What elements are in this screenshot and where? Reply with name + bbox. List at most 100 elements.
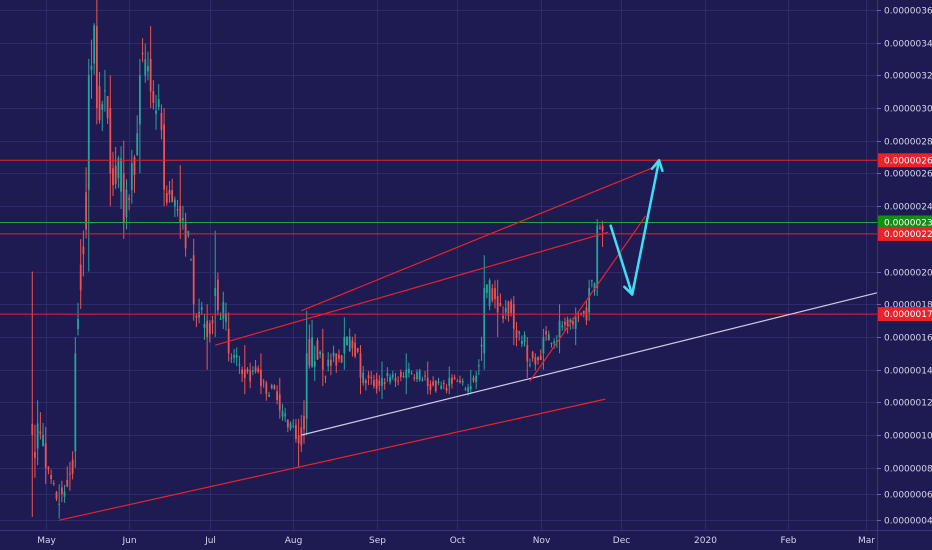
candle-body xyxy=(432,381,435,386)
candle-body xyxy=(329,359,332,366)
candle-body xyxy=(311,337,313,367)
candle-body xyxy=(286,419,289,428)
candle-body xyxy=(42,434,44,446)
time-tick-label: 2020 xyxy=(694,536,717,546)
candle-body xyxy=(147,65,149,72)
candle-body xyxy=(590,280,593,282)
candle-body xyxy=(499,303,502,306)
candle-body xyxy=(276,391,278,400)
candle-body xyxy=(95,26,98,108)
candle-body xyxy=(120,158,122,192)
time-tick-label: Jun xyxy=(121,536,136,546)
candle-body xyxy=(483,287,486,354)
candle-body xyxy=(47,467,50,470)
time-tick-label: Nov xyxy=(533,536,551,546)
time-tick-label: Sep xyxy=(369,536,386,546)
candle-body xyxy=(136,133,139,156)
candle-body xyxy=(198,311,200,318)
candle-body xyxy=(453,377,456,380)
candle-body xyxy=(434,380,437,392)
candle-body xyxy=(469,386,472,390)
candle-body xyxy=(85,192,87,230)
candle-body xyxy=(580,312,582,314)
candle-body xyxy=(251,370,254,372)
price-badge-label: 0.00000174 xyxy=(884,310,932,320)
candle-body xyxy=(348,336,351,352)
candle-body xyxy=(58,503,61,505)
candle-body xyxy=(109,107,112,174)
candle-body xyxy=(246,368,249,372)
candle-body xyxy=(152,91,155,104)
candle-body xyxy=(71,459,74,474)
candle-body xyxy=(63,491,66,497)
price-tick-label: 0.00000064 xyxy=(884,491,932,501)
candle-body xyxy=(547,334,550,341)
candle-body xyxy=(34,452,36,458)
candle-body xyxy=(534,357,537,365)
candle-body xyxy=(316,340,319,360)
trend-line xyxy=(215,231,609,346)
candle-body xyxy=(391,374,394,378)
candle-body xyxy=(386,373,389,377)
candle-body xyxy=(289,423,292,429)
candle-body xyxy=(157,99,160,107)
candle-body xyxy=(445,387,448,391)
candle-body xyxy=(399,371,402,377)
candle-body xyxy=(370,377,373,379)
candle-body xyxy=(477,365,480,367)
candle-body xyxy=(192,255,195,305)
candle-body xyxy=(494,288,496,300)
candle-body xyxy=(373,380,375,387)
candle-body xyxy=(138,75,141,125)
candle-body xyxy=(340,355,343,363)
time-tick-label: Mar xyxy=(858,536,875,546)
time-axis[interactable]: May Jun Jul Aug Sep Oct Nov Dec 2020 Feb Mar xyxy=(37,536,875,546)
candle-body xyxy=(523,334,526,343)
candle-body xyxy=(550,342,553,344)
candle-body xyxy=(50,475,53,480)
candle-body xyxy=(303,415,305,430)
candle-body xyxy=(572,321,574,325)
candle-body xyxy=(480,344,483,347)
candle-body xyxy=(529,364,531,366)
candle-body xyxy=(332,352,335,357)
candle-body xyxy=(531,351,534,359)
candle-body xyxy=(496,296,499,313)
candle-body xyxy=(364,380,367,384)
price-badge xyxy=(878,307,932,322)
candle-body xyxy=(418,370,421,380)
candle-body xyxy=(144,59,147,76)
candle-body xyxy=(182,218,184,221)
candle-body xyxy=(141,52,144,55)
candle-body xyxy=(93,25,96,64)
candle-body xyxy=(408,368,410,374)
candle-body xyxy=(257,368,260,373)
candle-body xyxy=(268,394,270,397)
candle-body xyxy=(249,370,252,382)
candle-body xyxy=(601,225,604,231)
candle-body xyxy=(467,387,469,392)
candle-body xyxy=(491,288,494,301)
candle-body xyxy=(402,375,405,377)
candle-body xyxy=(569,319,572,323)
candle-body xyxy=(74,353,77,452)
candle-body xyxy=(168,190,171,195)
candle-body xyxy=(413,377,416,379)
candle-body xyxy=(359,353,362,378)
candle-body xyxy=(82,246,85,255)
candle-body xyxy=(200,307,203,310)
candle-body xyxy=(260,369,262,387)
candle-body xyxy=(281,410,284,417)
candle-body xyxy=(176,209,179,211)
candle-body xyxy=(383,381,386,385)
candle-body xyxy=(410,373,413,375)
trend-line xyxy=(59,398,606,521)
candle-body xyxy=(574,317,577,329)
candle-body xyxy=(254,366,257,372)
